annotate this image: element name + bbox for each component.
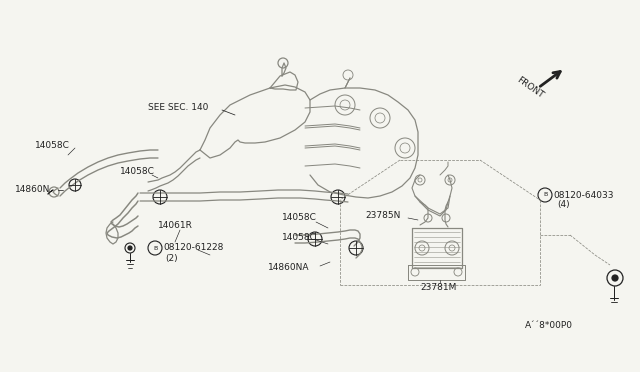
Text: 14058C: 14058C (35, 141, 70, 150)
Text: 14058C: 14058C (282, 214, 317, 222)
Circle shape (612, 275, 618, 281)
Text: 23785N: 23785N (365, 211, 401, 219)
Text: 23781M: 23781M (420, 283, 456, 292)
Text: (4): (4) (557, 201, 570, 209)
Text: B: B (153, 246, 157, 250)
Text: 14058C: 14058C (282, 234, 317, 243)
Text: 14860N: 14860N (15, 186, 51, 195)
Text: A´´8*00P0: A´´8*00P0 (525, 321, 573, 330)
Text: B: B (543, 192, 547, 198)
Text: (2): (2) (165, 253, 178, 263)
Text: FRONT: FRONT (515, 76, 545, 100)
Circle shape (128, 246, 132, 250)
Text: 14061R: 14061R (158, 221, 193, 230)
Text: 08120-61228: 08120-61228 (163, 244, 223, 253)
Text: SEE SEC. 140: SEE SEC. 140 (148, 103, 209, 112)
Text: 08120-64033: 08120-64033 (553, 190, 614, 199)
Text: 14860NA: 14860NA (268, 263, 310, 273)
Text: 14058C: 14058C (120, 167, 155, 176)
